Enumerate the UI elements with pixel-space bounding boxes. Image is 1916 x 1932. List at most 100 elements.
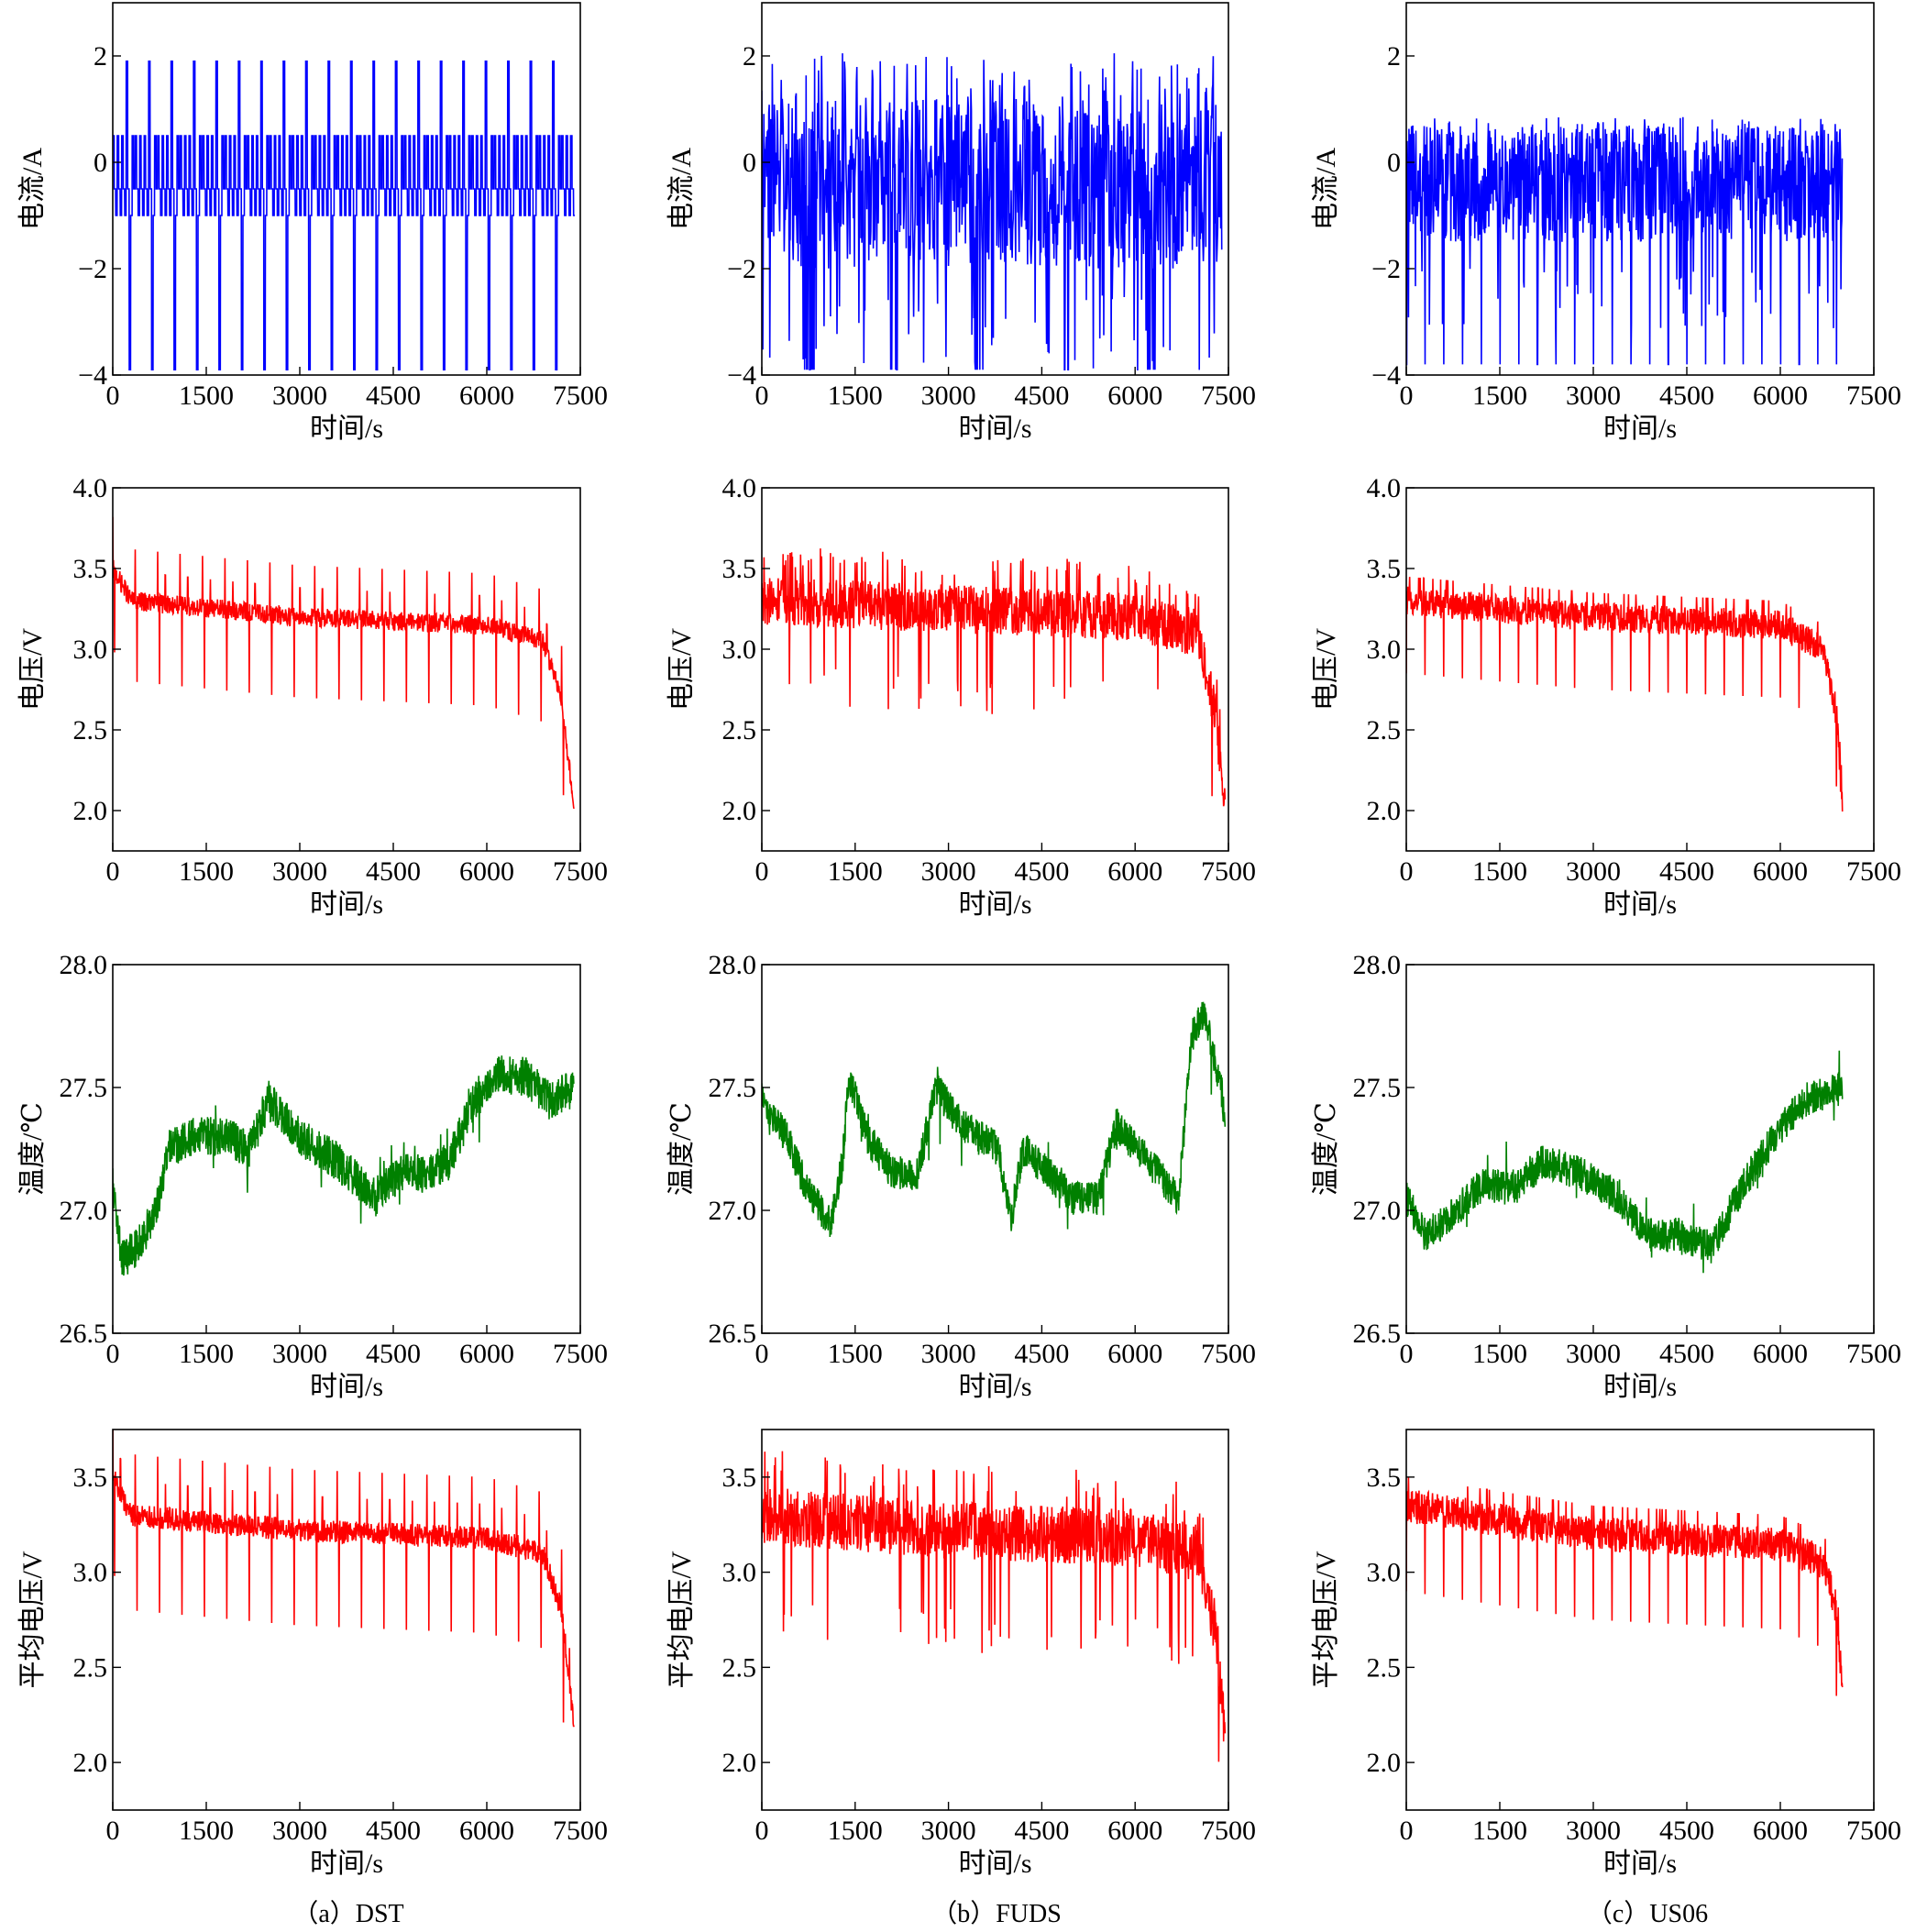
- series-line-dst-temperature: [113, 1055, 575, 1276]
- x-tick-label: 7500: [553, 856, 608, 887]
- x-tick-label: 4500: [1014, 856, 1069, 887]
- x-tick-label: 1500: [179, 1339, 234, 1369]
- x-tick-label: 0: [755, 1339, 769, 1369]
- x-tick-label: 3000: [1566, 856, 1621, 887]
- x-axis-title: 时间/s: [958, 1849, 1031, 1879]
- y-tick-label: 2.0: [722, 1748, 757, 1778]
- y-tick-label: 2.5: [1367, 715, 1402, 745]
- x-tick-label: 1500: [828, 1816, 883, 1846]
- x-tick-label: 6000: [1107, 1816, 1162, 1846]
- plot-frame: [761, 1429, 1229, 1811]
- plot-frame: [761, 2, 1229, 376]
- y-tick-label: 28.0: [1353, 950, 1402, 980]
- chart-fuds-avg-voltage: 0 1500 3000 4500 6000 7500 2.0 2.5 3.0 3.5 时间/s 平均电…: [666, 1429, 1256, 1879]
- x-tick-label: 4500: [366, 1339, 421, 1369]
- y-tick-label: 2.0: [73, 796, 108, 826]
- x-tick-label: 7500: [553, 1339, 608, 1369]
- y-tick-label: 27.5: [1353, 1073, 1402, 1103]
- x-tick-label: 4500: [1659, 856, 1714, 887]
- chart-dst-avg-voltage: 0 1500 3000 4500 6000 7500 2.0 2.5 3.0 3.5 时间/s 平均电…: [17, 1429, 608, 1879]
- y-tick-label: 2.0: [1367, 796, 1402, 826]
- x-tick-label: 0: [1400, 1816, 1414, 1846]
- x-tick-label: 1500: [179, 856, 234, 887]
- y-tick-label: 2.5: [73, 715, 108, 745]
- x-tick-label: 3000: [921, 1816, 976, 1846]
- plot-frame: [1405, 1429, 1875, 1811]
- y-tick-label: 2: [1387, 41, 1401, 72]
- y-tick-label: 3.5: [722, 554, 757, 584]
- series-line-dst-current: [113, 61, 576, 370]
- chart-dst-temperature: 0 1500 3000 4500 6000 7500 26.5 27.0 27.5 28.0 时间/…: [17, 950, 608, 1402]
- y-tick-label: 27.5: [60, 1073, 108, 1103]
- x-tick-label: 6000: [459, 856, 514, 887]
- series-line-dst-voltage: [113, 516, 575, 810]
- panel-grid: 0 1500 3000 4500 6000 7500 −4 −2 0 2 时间/s 电流/A 0 1500…: [17, 2, 1901, 1879]
- chart-fuds-voltage: 0 1500 3000 4500 6000 7500 2.0 2.5 3.0 3.5 4.0 时间/s…: [666, 473, 1256, 920]
- y-axis-title: 平均电压/V: [666, 1551, 697, 1688]
- y-tick-label: 3.0: [722, 1558, 757, 1588]
- x-tick-label: 3000: [921, 381, 976, 411]
- x-tick-label: 4500: [1659, 381, 1714, 411]
- y-tick-label: 2.5: [722, 715, 757, 745]
- y-axis-title: 电流/A: [17, 148, 48, 230]
- x-tick-label: 1500: [179, 381, 234, 411]
- y-axis-title: 平均电压/V: [17, 1551, 48, 1688]
- y-tick-label: 0: [1387, 148, 1401, 178]
- x-tick-label: 7500: [1846, 856, 1901, 887]
- x-tick-label: 0: [1400, 856, 1414, 887]
- y-axis-title: 温度/℃: [1311, 1102, 1341, 1196]
- chart-us06-current: 0 1500 3000 4500 6000 7500 −4 −2 0 2 时间/s 电流/A: [1311, 2, 1901, 444]
- chart-us06-voltage: 0 1500 3000 4500 6000 7500 2.0 2.5 3.0 3.5 4.0 时间/s…: [1311, 473, 1901, 920]
- plot-frame: [1405, 2, 1875, 376]
- y-tick-label: 2.5: [722, 1652, 757, 1683]
- x-tick-label: 6000: [1753, 856, 1808, 887]
- x-tick-label: 4500: [1659, 1816, 1714, 1846]
- x-tick-label: 7500: [1201, 1339, 1256, 1369]
- y-tick-label: 28.0: [709, 950, 757, 980]
- x-axis-title: 时间/s: [310, 889, 383, 920]
- x-tick-label: 7500: [1201, 1816, 1256, 1846]
- plot-frame: [112, 1429, 581, 1811]
- x-tick-label: 6000: [1753, 1816, 1808, 1846]
- y-axis-title: 电压/V: [17, 628, 48, 711]
- x-tick-label: 7500: [1846, 381, 1901, 411]
- x-tick-label: 3000: [1566, 1816, 1621, 1846]
- y-axis-title: 平均电压/V: [1311, 1551, 1341, 1688]
- caption-fuds: （b）FUDS: [931, 1899, 1062, 1928]
- series-line-fuds-current: [762, 53, 1223, 371]
- x-tick-label: 6000: [459, 1816, 514, 1846]
- x-tick-label: 6000: [459, 1339, 514, 1369]
- y-tick-label: −4: [727, 360, 756, 391]
- x-axis-title: 时间/s: [958, 1372, 1031, 1402]
- x-tick-label: 1500: [179, 1816, 234, 1846]
- y-tick-label: −2: [727, 254, 756, 284]
- series-line-us06-current: [1406, 116, 1844, 366]
- y-tick-label: 2.0: [722, 796, 757, 826]
- y-axis-title: 电压/V: [666, 628, 697, 711]
- y-tick-label: 27.0: [1353, 1196, 1402, 1226]
- x-tick-label: 0: [106, 1339, 120, 1369]
- x-tick-label: 1500: [828, 381, 883, 411]
- x-tick-label: 6000: [459, 381, 514, 411]
- x-tick-label: 1500: [1472, 856, 1527, 887]
- x-axis-title: 时间/s: [1603, 889, 1677, 920]
- x-tick-label: 1500: [1472, 1816, 1527, 1846]
- y-tick-label: 3.0: [1367, 635, 1402, 665]
- y-tick-label: −4: [78, 360, 107, 391]
- x-tick-label: 0: [106, 381, 120, 411]
- y-tick-label: 2: [743, 41, 756, 72]
- y-tick-label: 4.0: [1367, 473, 1402, 503]
- x-tick-label: 3000: [1566, 381, 1621, 411]
- x-tick-label: 4500: [1014, 1816, 1069, 1846]
- plot-frame: [112, 2, 581, 376]
- x-tick-label: 1500: [828, 856, 883, 887]
- y-tick-label: 3.5: [1367, 1463, 1402, 1493]
- x-tick-label: 7500: [1201, 856, 1256, 887]
- y-tick-label: 3.5: [73, 1463, 108, 1493]
- y-tick-label: 27.0: [709, 1196, 757, 1226]
- y-tick-label: 26.5: [709, 1319, 757, 1349]
- x-tick-label: 1500: [1472, 1339, 1527, 1369]
- y-tick-label: 3.0: [1367, 1558, 1402, 1588]
- chart-dst-voltage: 0 1500 3000 4500 6000 7500 2.0 2.5 3.0 3.5 4.0 时间/s…: [17, 473, 608, 920]
- figure-captions: （a）DST （b）FUDS （c）US06: [292, 1899, 1708, 1928]
